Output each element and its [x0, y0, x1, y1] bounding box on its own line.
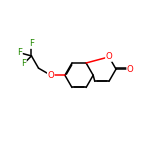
Text: O: O	[47, 71, 54, 80]
Text: F: F	[17, 48, 22, 57]
Text: O: O	[127, 65, 133, 74]
Text: F: F	[21, 59, 26, 68]
Text: F: F	[29, 39, 34, 48]
Text: O: O	[106, 52, 112, 61]
